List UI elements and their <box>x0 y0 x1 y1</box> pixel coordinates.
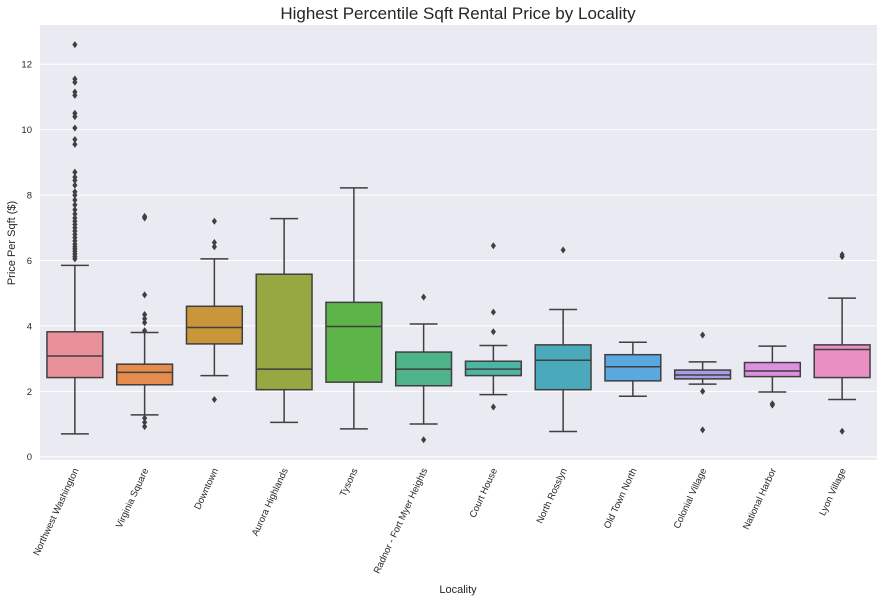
outlier-point <box>700 387 706 395</box>
outlier-point <box>72 75 78 83</box>
outlier-point <box>490 308 496 316</box>
outlier-point <box>839 427 845 435</box>
box <box>604 353 662 382</box>
y-tick-label: 12 <box>21 60 32 71</box>
box-series <box>46 41 871 444</box>
outlier-point <box>142 319 148 327</box>
outlier-point <box>142 414 148 422</box>
outlier-point <box>142 212 148 220</box>
box-court-house <box>464 242 523 411</box>
outlier-point <box>421 436 427 444</box>
box-old-town-north <box>604 341 662 397</box>
outlier-point <box>72 181 78 189</box>
outlier-point <box>72 124 78 132</box>
y-tick-label: 6 <box>27 256 32 267</box>
plot-background <box>40 25 877 460</box>
box <box>325 301 383 383</box>
outlier-point <box>421 293 427 301</box>
outlier-point <box>72 173 78 181</box>
x-tick-label: Virginia Square <box>114 467 151 530</box>
y-tick-label: 8 <box>27 191 32 202</box>
outlier-point <box>72 41 78 49</box>
outlier-point <box>490 242 496 250</box>
x-tick-label: Court House <box>468 467 501 520</box>
x-tick-label: Northwest Washington <box>31 467 81 558</box>
outlier-point <box>142 423 148 431</box>
box-northwest-washington <box>46 41 104 435</box>
box-national-harbor <box>743 345 802 409</box>
box-virginia-square <box>115 212 174 431</box>
box-downtown <box>185 217 244 404</box>
outlier-point <box>211 217 217 225</box>
outlier-point <box>839 251 845 259</box>
outlier-point <box>700 331 706 339</box>
box-north-rosslyn <box>534 246 592 433</box>
x-tick-label: Tysons <box>338 466 361 498</box>
outlier-point <box>490 403 496 411</box>
box <box>534 344 592 391</box>
box-colonial-village <box>673 331 732 434</box>
outlier-point <box>700 426 706 434</box>
outlier-point <box>72 214 78 222</box>
box-tysons <box>325 187 383 430</box>
x-axis-label: Locality <box>439 584 477 596</box>
x-tick-label: Old Town North <box>602 467 640 531</box>
box <box>115 363 174 386</box>
outlier-point <box>142 418 148 426</box>
box-lyon-village <box>813 251 871 435</box>
outlier-point <box>72 109 78 117</box>
outlier-point <box>72 206 78 214</box>
outlier-point <box>142 315 148 323</box>
outlier-point <box>72 196 78 204</box>
x-tick-label: Colonial Village <box>672 467 710 531</box>
outlier-point <box>142 327 148 335</box>
y-tick-label: 0 <box>27 452 32 463</box>
box <box>255 273 313 391</box>
y-axis-label: Price Per Sqft ($) <box>6 201 18 285</box>
chart-title: Highest Percentile Sqft Rental Price by … <box>280 4 636 23</box>
y-axis-ticks: 0 2 4 6 8 10 12 <box>21 60 32 463</box>
outlier-point <box>769 400 775 408</box>
y-tick-label: 2 <box>27 387 32 398</box>
box-aurora-highlands <box>255 217 313 424</box>
box <box>743 361 802 378</box>
outlier-point <box>142 310 148 318</box>
x-tick-label: Radnor - Fort Myer Heights <box>372 466 431 575</box>
x-tick-label: Lyon Village <box>817 467 849 518</box>
outlier-point <box>72 88 78 96</box>
outlier-point <box>72 210 78 218</box>
box <box>185 305 244 345</box>
outlier-point <box>72 140 78 148</box>
box-radnor-fort-myer-heights <box>394 293 453 444</box>
outlier-point <box>560 246 566 254</box>
outlier-point <box>72 135 78 143</box>
x-tick-label: North Rosslyn <box>535 467 570 526</box>
x-tick-label: Aurora Highlands <box>250 466 291 537</box>
outlier-point <box>142 291 148 299</box>
outlier-point <box>211 238 217 247</box>
outlier-point <box>490 328 496 336</box>
outlier-point <box>72 188 78 196</box>
outlier-point <box>211 243 217 251</box>
x-tick-label: Downtown <box>192 467 221 512</box>
box <box>813 344 871 379</box>
grid-lines <box>40 63 877 458</box>
x-axis-ticks: Northwest Washington Virginia Square Downt… <box>31 466 848 575</box>
outlier-point <box>72 168 78 176</box>
outlier-point <box>72 201 78 209</box>
outlier-point <box>211 395 217 404</box>
y-tick-label: 4 <box>27 321 32 332</box>
x-tick-label: National Harbor <box>741 467 779 532</box>
y-tick-label: 10 <box>21 125 32 136</box>
box <box>46 331 104 379</box>
